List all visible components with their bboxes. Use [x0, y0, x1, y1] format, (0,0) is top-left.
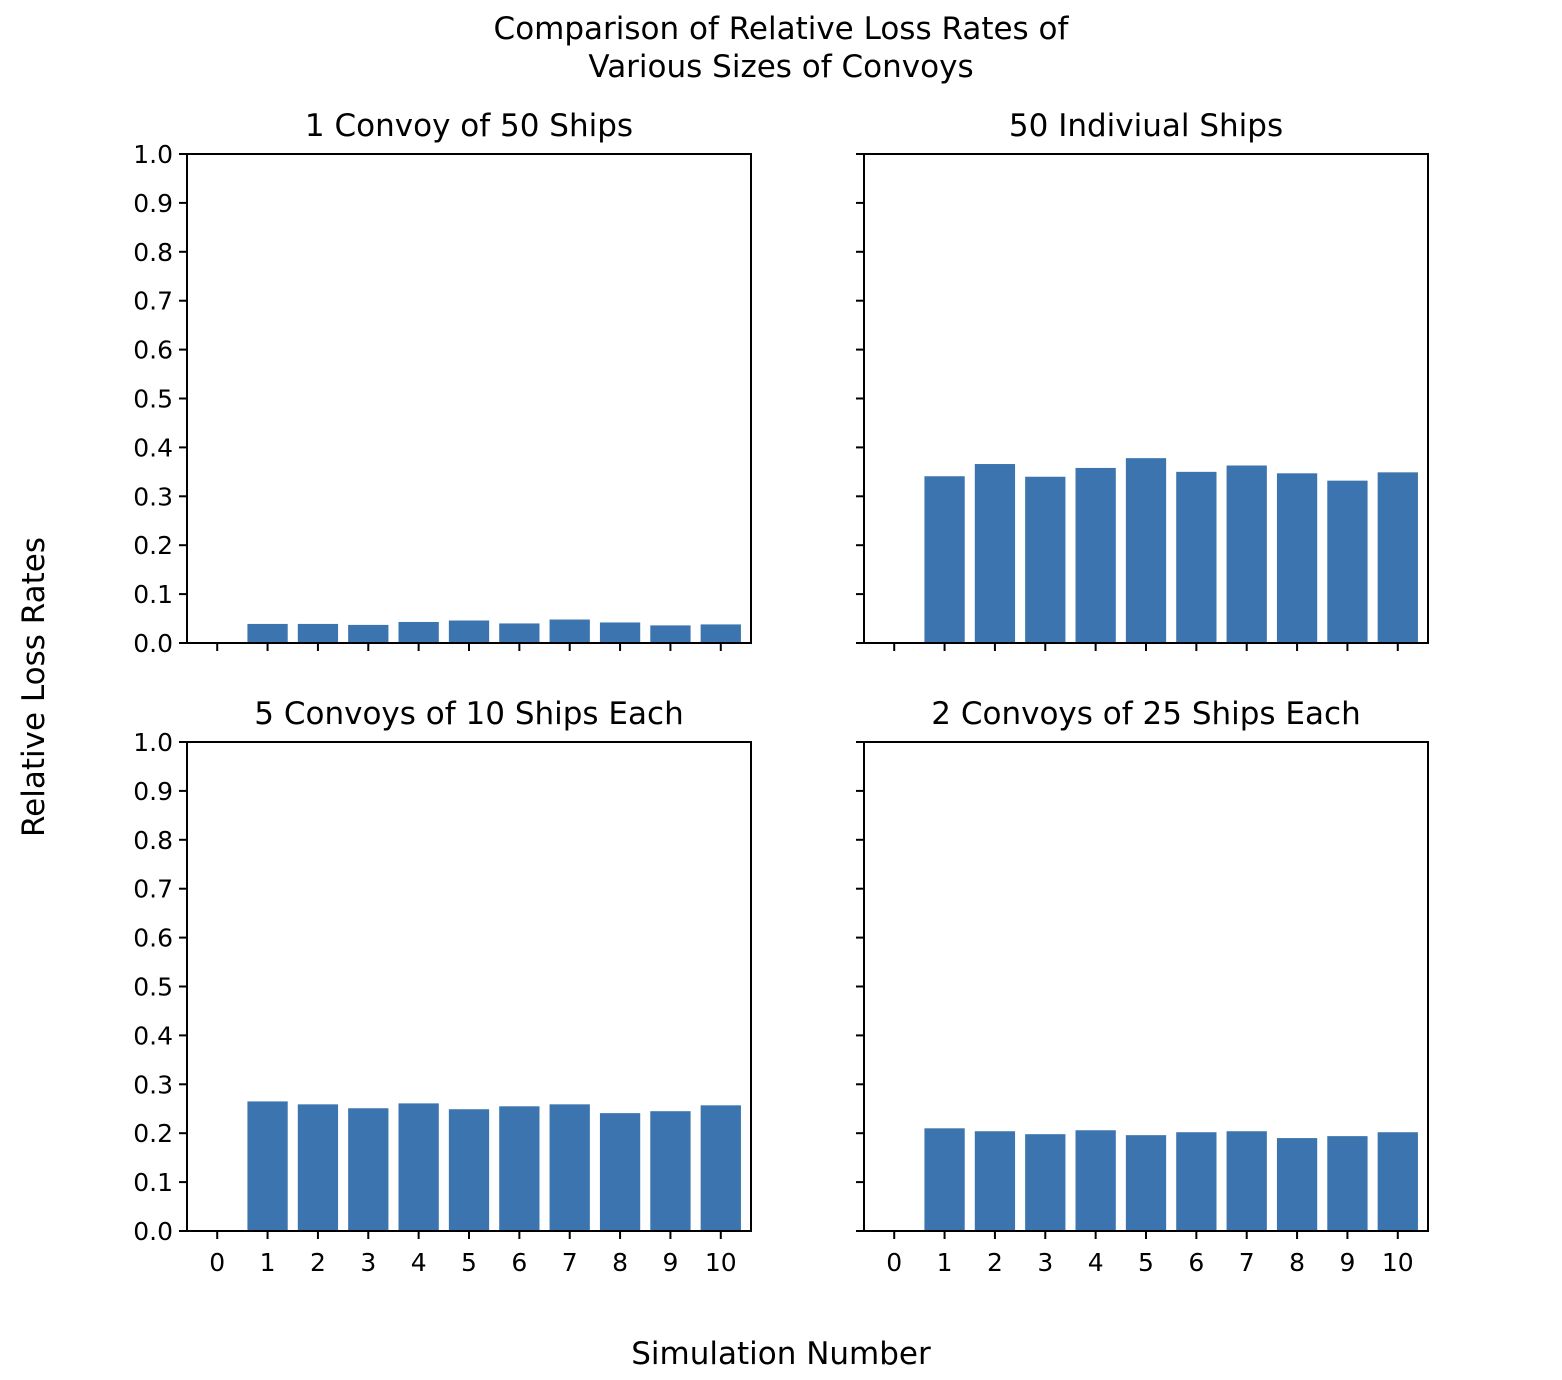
panel-3-bar-8 [599, 1113, 641, 1231]
panel-3-title: 5 Convoys of 10 Ships Each [254, 696, 683, 732]
panel-1-axes-frame [186, 153, 752, 644]
panel-1-y-tick-label: 0.1 [133, 580, 173, 609]
panel-4-x-tick-label: 6 [1188, 1248, 1204, 1277]
figure-title-line-2: Various Sizes of Convoys [588, 49, 974, 85]
panel-4-x-tick-label: 1 [937, 1248, 953, 1277]
panel-3-x-tick-label: 6 [511, 1248, 527, 1277]
panel-1-bar-2 [297, 623, 339, 643]
panel-3-x-tick-label: 9 [662, 1248, 678, 1277]
panel-3-x-tick-label: 1 [260, 1248, 276, 1277]
panel-3-x-tick-label: 2 [310, 1248, 326, 1277]
panel-4-bar-2 [974, 1131, 1016, 1231]
panel-2-bar-5 [1125, 458, 1167, 643]
panel-1-y-tick-label: 0.9 [133, 189, 173, 218]
panel-4-x-tick-label: 0 [886, 1248, 902, 1277]
panel-2-bar-10 [1377, 472, 1418, 643]
panel-3-y-tick-label: 0.9 [133, 777, 173, 806]
panel-4-x-tick-label: 3 [1037, 1248, 1053, 1277]
panel-3-y-tick-label: 0.7 [133, 875, 173, 904]
panel-4-bar-9 [1327, 1136, 1368, 1231]
panel-1-y-tick-label: 0.7 [133, 287, 173, 316]
panel-4-bar-4 [1075, 1130, 1116, 1231]
panel-4-title: 2 Convoys of 25 Ships Each [931, 696, 1360, 732]
panel-2-bar-3 [1025, 476, 1066, 643]
panel-1-y-tick-label: 0.0 [133, 629, 173, 658]
panel-1-y-tick-label: 0.8 [133, 238, 173, 267]
panel-4-bar-1 [924, 1128, 965, 1231]
panel-3-x-tick-label: 5 [461, 1248, 477, 1277]
panel-4-x-tick-label: 4 [1088, 1248, 1104, 1277]
panel-3-x-tick-label: 7 [562, 1248, 578, 1277]
panel-4-bar-7 [1226, 1131, 1267, 1231]
panel-3-bar-5 [448, 1109, 490, 1231]
panel-1-bar-8 [599, 622, 641, 643]
panel-1-y-tick-label: 0.3 [133, 482, 173, 511]
panel-4-bar-5 [1125, 1135, 1167, 1231]
panel-1-bar-1 [247, 623, 288, 643]
panel-4-x-tick-label: 8 [1289, 1248, 1305, 1277]
panel-4-x-tick-label: 10 [1382, 1248, 1414, 1277]
panel-3-x-tick-label: 4 [411, 1248, 427, 1277]
panel-4-bar-10 [1377, 1132, 1418, 1231]
panel-1-y-tick-label: 0.6 [133, 336, 173, 365]
panel-2-bar-8 [1276, 473, 1318, 643]
panel-4-bar-3 [1025, 1134, 1066, 1231]
figure-title-line-1: Comparison of Relative Loss Rates of [493, 11, 1069, 47]
panel-4-x-tick-label: 7 [1239, 1248, 1255, 1277]
panel-2-bar-4 [1075, 467, 1116, 643]
panel-2-bar-2 [974, 464, 1016, 643]
panel-3-bar-10 [700, 1105, 741, 1231]
panel-1-bar-7 [549, 619, 590, 643]
panel-3-bar-2 [297, 1104, 339, 1231]
panel-2-bar-7 [1226, 465, 1267, 643]
panel-1-bar-3 [348, 624, 389, 643]
panel-3-x-tick-label: 0 [209, 1248, 225, 1277]
panel-1-bar-5 [448, 620, 490, 643]
panel-3-x-tick-label: 10 [705, 1248, 737, 1277]
panel-1-bar-4 [398, 621, 439, 643]
panel-3-y-tick-label: 0.8 [133, 826, 173, 855]
panel-1-y-tick-label: 0.2 [133, 531, 173, 560]
panel-4-bar-8 [1276, 1138, 1318, 1231]
panel-3-bar-1 [247, 1101, 288, 1231]
panel-3-bar-6 [499, 1106, 540, 1231]
panel-2-bar-1 [924, 476, 965, 643]
y-axis-label: Relative Loss Rates [16, 537, 52, 837]
panel-3-y-tick-label: 0.5 [133, 973, 173, 1002]
panel-4-x-tick-label: 2 [987, 1248, 1003, 1277]
panel-3-y-tick-label: 0.0 [133, 1217, 173, 1246]
panel-3-y-tick-label: 0.3 [133, 1070, 173, 1099]
panel-1-y-tick-label: 0.4 [133, 433, 173, 462]
panel-3-y-tick-label: 0.2 [133, 1119, 173, 1148]
panel-3-y-tick-label: 0.4 [133, 1021, 173, 1050]
panel-3-bar-7 [549, 1104, 590, 1231]
panel-3-x-tick-label: 3 [360, 1248, 376, 1277]
panel-1-y-tick-label: 0.5 [133, 385, 173, 414]
panel-2-title: 50 Indiviual Ships [1009, 108, 1283, 144]
panel-1-title: 1 Convoy of 50 Ships [305, 108, 633, 144]
panel-3-y-tick-label: 0.1 [133, 1168, 173, 1197]
panel-3-bar-9 [650, 1111, 691, 1231]
panel-3-x-tick-label: 8 [612, 1248, 628, 1277]
panel-1-y-tick-label: 1.0 [133, 140, 173, 169]
panel-3-bar-3 [348, 1108, 389, 1231]
panel-3-y-tick-label: 0.6 [133, 924, 173, 953]
panel-2-bar-9 [1327, 480, 1368, 643]
x-axis-label: Simulation Number [631, 1336, 931, 1372]
panel-1-bar-9 [650, 625, 691, 643]
panel-3-bar-4 [398, 1103, 439, 1231]
panel-4-x-tick-label: 5 [1138, 1248, 1154, 1277]
panel-4-x-tick-label: 9 [1339, 1248, 1355, 1277]
panel-1-bar-6 [499, 623, 540, 643]
panel-4-bar-6 [1176, 1132, 1217, 1231]
panel-3-y-tick-label: 1.0 [133, 728, 173, 757]
panel-2-bar-6 [1176, 471, 1217, 643]
panel-1-bar-10 [700, 624, 741, 643]
